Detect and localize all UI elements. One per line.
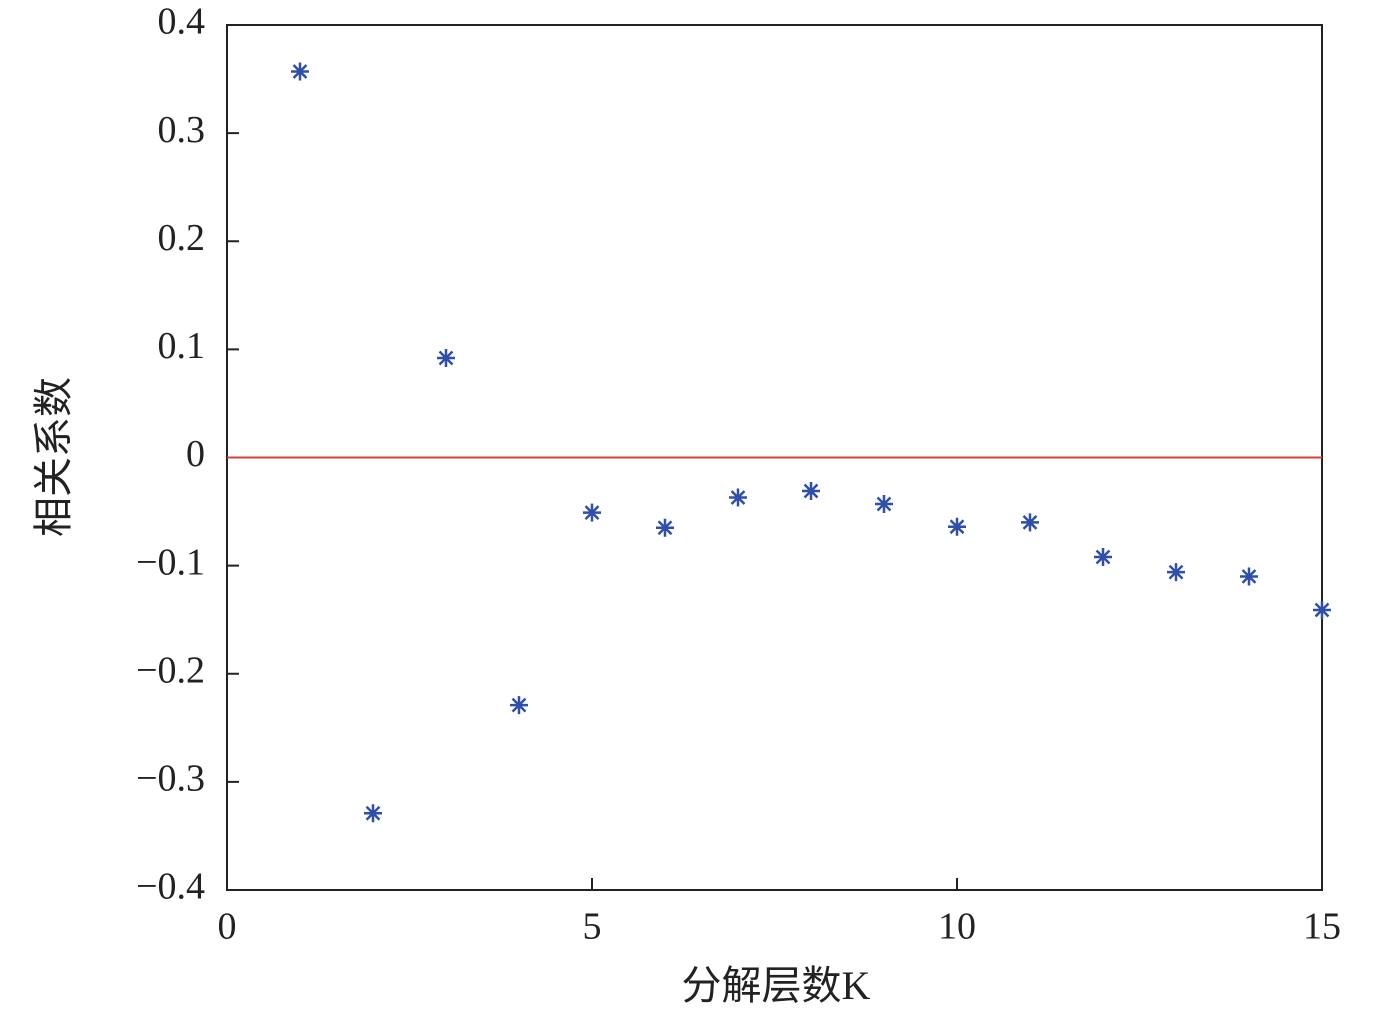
x-tick-label: 15 bbox=[1303, 906, 1341, 948]
y-tick-label: 0.4 bbox=[158, 1, 206, 43]
data-point bbox=[1313, 600, 1331, 619]
data-point bbox=[510, 696, 528, 715]
data-point bbox=[729, 488, 747, 507]
data-point bbox=[875, 494, 893, 513]
data-point bbox=[583, 503, 601, 522]
data-point bbox=[1167, 563, 1185, 582]
x-tick-label: 10 bbox=[938, 906, 976, 948]
data-point bbox=[948, 517, 966, 536]
y-tick-label: 0.1 bbox=[158, 325, 206, 367]
data-point bbox=[1021, 513, 1039, 532]
y-tick-label: −0.4 bbox=[136, 866, 205, 908]
data-point bbox=[291, 62, 309, 81]
y-tick-label: −0.2 bbox=[136, 649, 205, 691]
data-point bbox=[656, 518, 674, 537]
y-axis-title: 相关系数 bbox=[31, 377, 76, 537]
y-tick-label: 0 bbox=[186, 433, 205, 475]
data-point bbox=[1240, 567, 1258, 586]
data-point bbox=[364, 804, 382, 823]
x-axis-title: 分解层数K bbox=[682, 963, 871, 1008]
y-tick-label: −0.3 bbox=[136, 758, 205, 800]
x-tick-label: 5 bbox=[583, 906, 602, 948]
data-point bbox=[1094, 547, 1112, 566]
y-tick-label: 0.3 bbox=[158, 109, 206, 151]
y-tick-label: −0.1 bbox=[136, 541, 205, 583]
data-point bbox=[802, 482, 820, 501]
x-tick-label: 0 bbox=[218, 906, 237, 948]
y-tick-label: 0.2 bbox=[158, 217, 206, 259]
data-point bbox=[437, 349, 455, 368]
